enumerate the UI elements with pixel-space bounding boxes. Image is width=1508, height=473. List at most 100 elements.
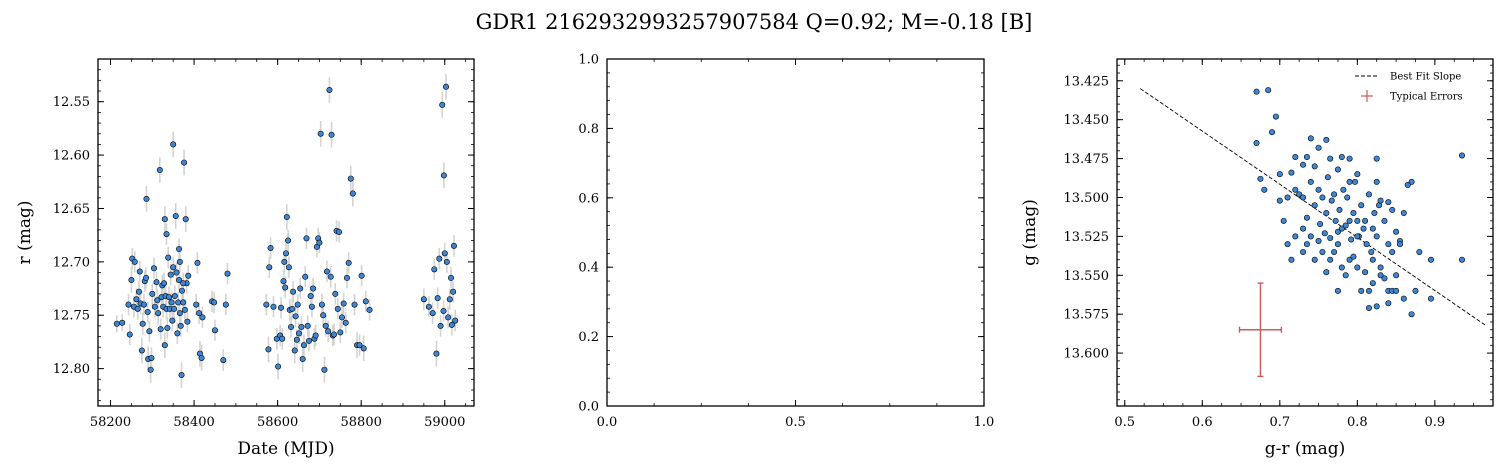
data-point — [1396, 241, 1403, 248]
data-point — [1338, 225, 1345, 232]
data-point — [136, 268, 143, 275]
data-point — [177, 322, 184, 329]
data-point — [265, 346, 272, 353]
data-point — [294, 301, 301, 308]
data-point — [128, 277, 135, 284]
data-point — [318, 301, 325, 308]
data-point — [439, 101, 446, 108]
data-point — [165, 254, 172, 261]
y-tick-label: 0.4 — [578, 261, 599, 276]
data-point — [420, 296, 427, 303]
y-tick-label: 13.500 — [1064, 191, 1110, 206]
data-point — [275, 363, 282, 370]
data-point — [1354, 233, 1361, 240]
data-point — [1416, 248, 1423, 255]
y-tick-label: 13.550 — [1064, 269, 1110, 284]
data-point — [1334, 241, 1341, 248]
data-point — [1300, 194, 1307, 201]
data-point — [1369, 225, 1376, 232]
data-point — [1292, 186, 1299, 193]
data-point — [1369, 280, 1376, 287]
data-point — [1346, 217, 1353, 224]
data-point — [1385, 199, 1392, 206]
data-point — [178, 372, 185, 379]
data-point — [1315, 144, 1322, 151]
data-point — [429, 310, 436, 317]
x-tick-label: 58400 — [173, 415, 214, 430]
data-point — [349, 190, 356, 197]
data-point — [1365, 191, 1372, 198]
data-point — [199, 314, 206, 321]
data-point — [302, 273, 309, 280]
data-point — [181, 306, 188, 313]
data-point — [448, 274, 455, 281]
data-point — [305, 337, 312, 344]
data-point — [1288, 256, 1295, 263]
data-point — [155, 310, 162, 317]
data-point — [1292, 233, 1299, 240]
data-point — [267, 244, 274, 251]
data-point — [224, 270, 231, 277]
data-point — [1303, 154, 1310, 161]
data-point — [1253, 140, 1260, 147]
data-point — [433, 350, 440, 357]
y-tick-label: 12.55 — [53, 95, 90, 110]
data-point — [1334, 228, 1341, 235]
data-point — [1365, 304, 1372, 311]
x-tick-label: 58600 — [257, 415, 298, 430]
data-point — [1328, 197, 1335, 204]
data-point — [285, 264, 292, 271]
data-point — [173, 269, 180, 276]
data-point — [327, 273, 334, 280]
data-point — [172, 212, 179, 219]
data-point — [1393, 272, 1400, 279]
data-point — [1338, 154, 1345, 161]
data-point — [1334, 166, 1341, 173]
data-point — [1327, 234, 1334, 241]
data-point — [1300, 225, 1307, 232]
data-point — [1385, 241, 1392, 248]
data-point — [1408, 311, 1415, 318]
data-point — [320, 312, 327, 319]
chart-title: GDR1 2162932993257907584 Q=0.92; M=-0.18… — [475, 10, 1033, 34]
data-point — [343, 274, 350, 281]
data-point — [170, 264, 177, 271]
x-tick-label: 0.0 — [597, 415, 618, 430]
data-point — [282, 284, 289, 291]
data-point — [184, 318, 191, 325]
data-point — [161, 216, 168, 223]
data-point — [1348, 236, 1355, 243]
data-point — [1324, 174, 1331, 181]
data-point — [345, 259, 352, 266]
data-point — [362, 298, 369, 305]
data-point — [325, 328, 332, 335]
data-point — [292, 313, 299, 320]
data-point — [138, 347, 145, 354]
panel-empty: 0.0 0.5 1.0 0.0 0.2 0.4 0.6 0.8 1.0 — [578, 53, 994, 431]
data-point — [1385, 300, 1392, 307]
data-point — [146, 328, 153, 335]
data-point — [140, 301, 147, 308]
data-point — [1338, 264, 1345, 271]
y-tick-label: 0.6 — [578, 191, 599, 206]
data-point — [134, 305, 141, 312]
data-point — [1331, 248, 1338, 255]
data-point — [147, 366, 154, 373]
data-point — [1346, 256, 1353, 263]
data-point — [1284, 194, 1291, 201]
data-point — [1362, 217, 1369, 224]
data-point — [304, 322, 311, 329]
data-point — [282, 250, 289, 257]
data-point — [1381, 217, 1388, 224]
data-point — [1319, 248, 1326, 255]
data-point — [1389, 206, 1396, 213]
data-point — [303, 235, 310, 242]
data-point — [332, 290, 339, 297]
data-point — [1332, 217, 1339, 224]
y-tick-label: 0.0 — [578, 400, 599, 415]
y-tick-label: 13.600 — [1064, 347, 1110, 362]
x-axis-label: Date (MJD) — [237, 439, 334, 459]
data-point — [1323, 136, 1330, 143]
data-point — [211, 299, 218, 306]
data-point — [340, 300, 347, 307]
